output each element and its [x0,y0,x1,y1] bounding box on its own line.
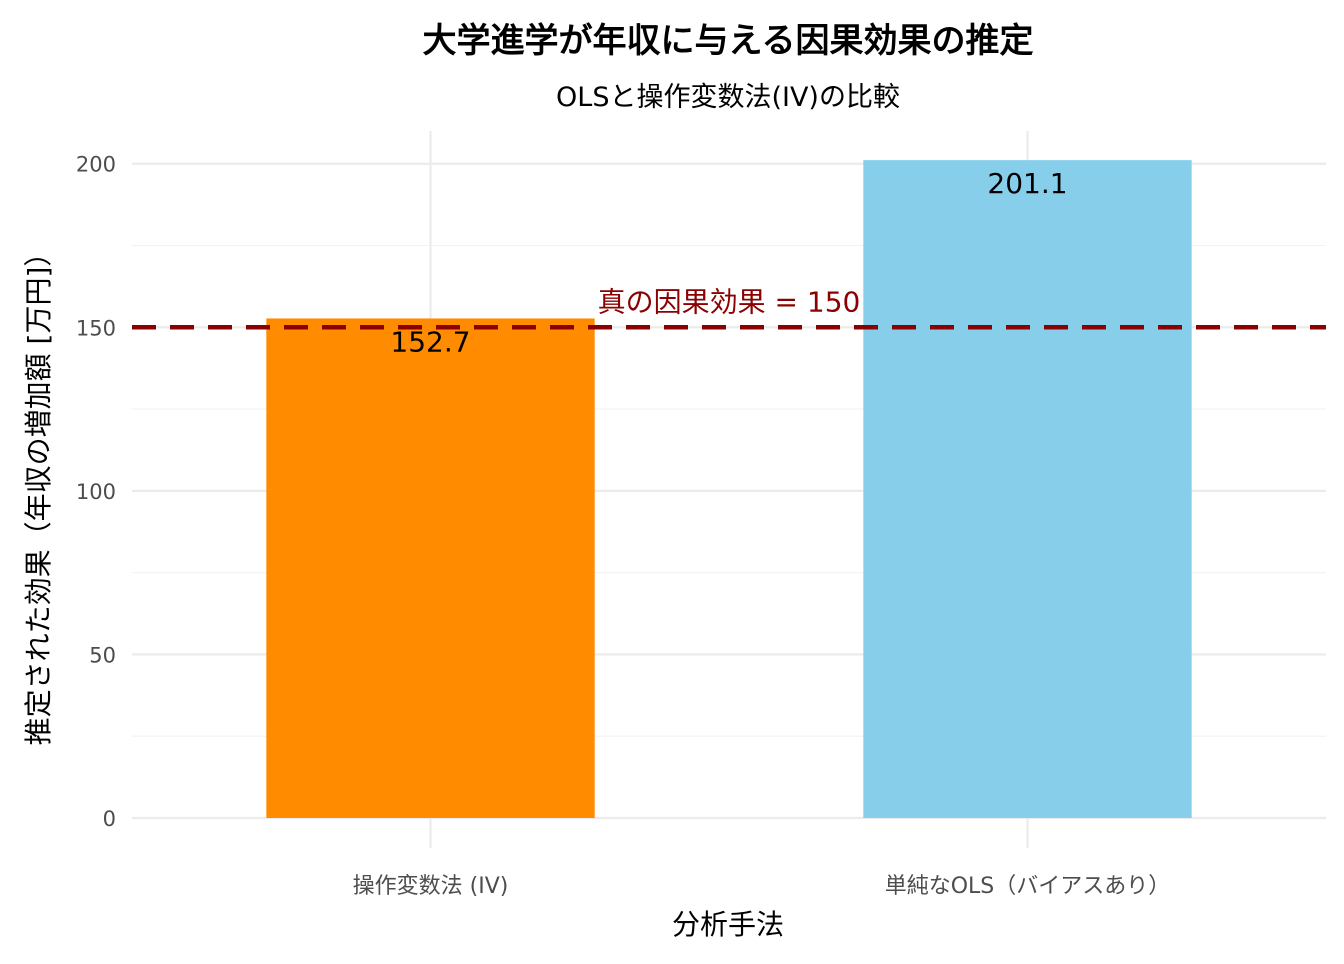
bar-value-label: 201.1 [987,167,1067,200]
bar-value-label: 152.7 [390,325,470,358]
chart-subtitle: OLSと操作変数法(IV)の比較 [556,82,900,113]
bar [266,318,595,818]
y-tick-label: 150 [76,316,116,340]
chart-title: 大学進学が年収に与える因果効果の推定 [423,21,1034,61]
y-axis-ticks: 0 50 100 150 200 [76,153,116,831]
y-axis-title: 推定された効果（年収の増加額 [万円]） [22,239,55,746]
y-tick-label: 200 [76,153,116,177]
y-tick-label: 50 [89,643,116,667]
bar [863,160,1192,818]
y-tick-label: 100 [76,480,116,504]
reference-line-label: 真の因果効果 = 150 [598,285,861,318]
bars [266,160,1192,818]
bar-value-labels: 152.7 201.1 [390,167,1067,358]
y-tick-label: 0 [103,807,116,831]
x-axis-ticks: 操作変数法 (IV) 単純なOLS（バイアスあり） [353,874,1171,899]
reference-line-group: 真の因果効果 = 150 [132,285,1326,330]
x-tick-label: 操作変数法 (IV) [353,874,509,899]
x-axis-title: 分析手法 [672,908,784,941]
x-tick-label: 単純なOLS（バイアスあり） [885,874,1171,899]
